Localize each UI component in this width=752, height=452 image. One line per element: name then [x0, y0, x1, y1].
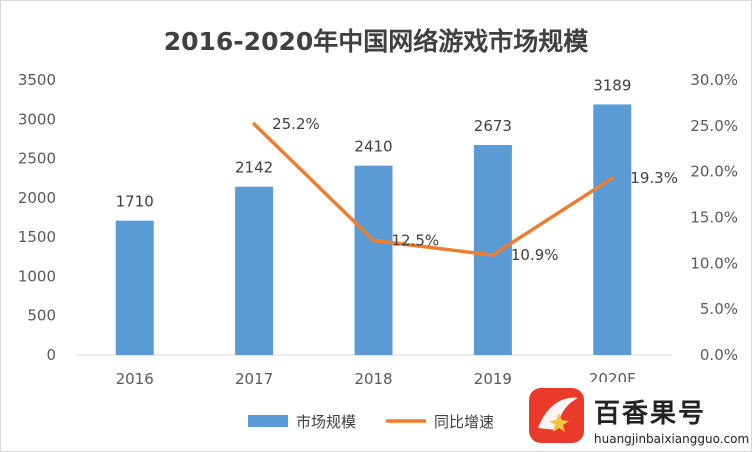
right-tick-label: 30.0% — [690, 71, 738, 89]
line-value-label: 19.3% — [630, 169, 678, 187]
watermark-logo-icon — [529, 388, 584, 443]
right-tick-label: 15.0% — [690, 209, 738, 227]
line-point — [610, 176, 614, 180]
bar-value-label: 3189 — [593, 76, 631, 94]
bar-series: 1710 2142 2410 2673 3189 — [115, 76, 632, 355]
left-tick-label: 2500 — [18, 150, 56, 168]
chart-title: 2016-2020年中国网络游戏市场规模 — [164, 27, 590, 56]
legend: 市场规模 同比增速 — [248, 413, 494, 431]
watermark: 百香果号 huangjinbaixiangguo.com — [522, 382, 750, 450]
bar-value-label: 2410 — [354, 138, 392, 156]
right-tick-label: 0.0% — [700, 346, 738, 364]
line-value-label: 25.2% — [272, 115, 320, 133]
line-point — [372, 238, 375, 242]
legend-bar-label: 市场规模 — [296, 413, 356, 431]
bar — [115, 220, 154, 355]
line-series: 25.2% 12.5% 10.9% 19.3% — [252, 115, 678, 264]
left-tick-label: 3500 — [18, 71, 56, 89]
bar-value-label: 1710 — [116, 193, 154, 211]
bar-value-label: 2673 — [474, 117, 512, 135]
left-tick-label: 500 — [27, 307, 56, 325]
bar-value-label: 2142 — [235, 159, 273, 177]
left-tick-label: 3000 — [18, 110, 56, 128]
bar — [354, 165, 393, 355]
legend-bar-swatch — [248, 415, 288, 427]
category-label: 2017 — [235, 370, 273, 388]
legend-line-label: 同比增速 — [434, 413, 494, 431]
watermark-text: 百香果号 — [594, 399, 706, 429]
bar — [235, 186, 274, 355]
category-label: 2018 — [354, 370, 392, 388]
line-point — [491, 253, 495, 257]
category-label: 2019 — [474, 370, 512, 388]
bar — [473, 144, 512, 355]
line-value-label: 12.5% — [392, 231, 440, 249]
line-value-label: 10.9% — [511, 246, 559, 264]
left-tick-label: 1500 — [18, 228, 56, 246]
right-axis: 0.0% 5.0% 10.0% 15.0% 20.0% 25.0% 30.0% — [690, 71, 738, 364]
right-tick-label: 5.0% — [700, 300, 738, 318]
right-tick-label: 25.0% — [690, 117, 738, 135]
line-point — [252, 122, 256, 126]
left-tick-label: 1000 — [18, 267, 56, 285]
left-axis: 0 500 1000 1500 2000 2500 3000 3500 — [18, 71, 56, 364]
growth-line — [252, 122, 615, 257]
right-tick-label: 10.0% — [690, 254, 738, 272]
right-tick-label: 20.0% — [690, 163, 738, 181]
left-tick-label: 2000 — [18, 189, 56, 207]
left-tick-label: 0 — [46, 346, 56, 364]
watermark-url: huangjinbaixiangguo.com — [594, 432, 749, 446]
bar — [593, 104, 632, 355]
category-label: 2016 — [116, 370, 154, 388]
